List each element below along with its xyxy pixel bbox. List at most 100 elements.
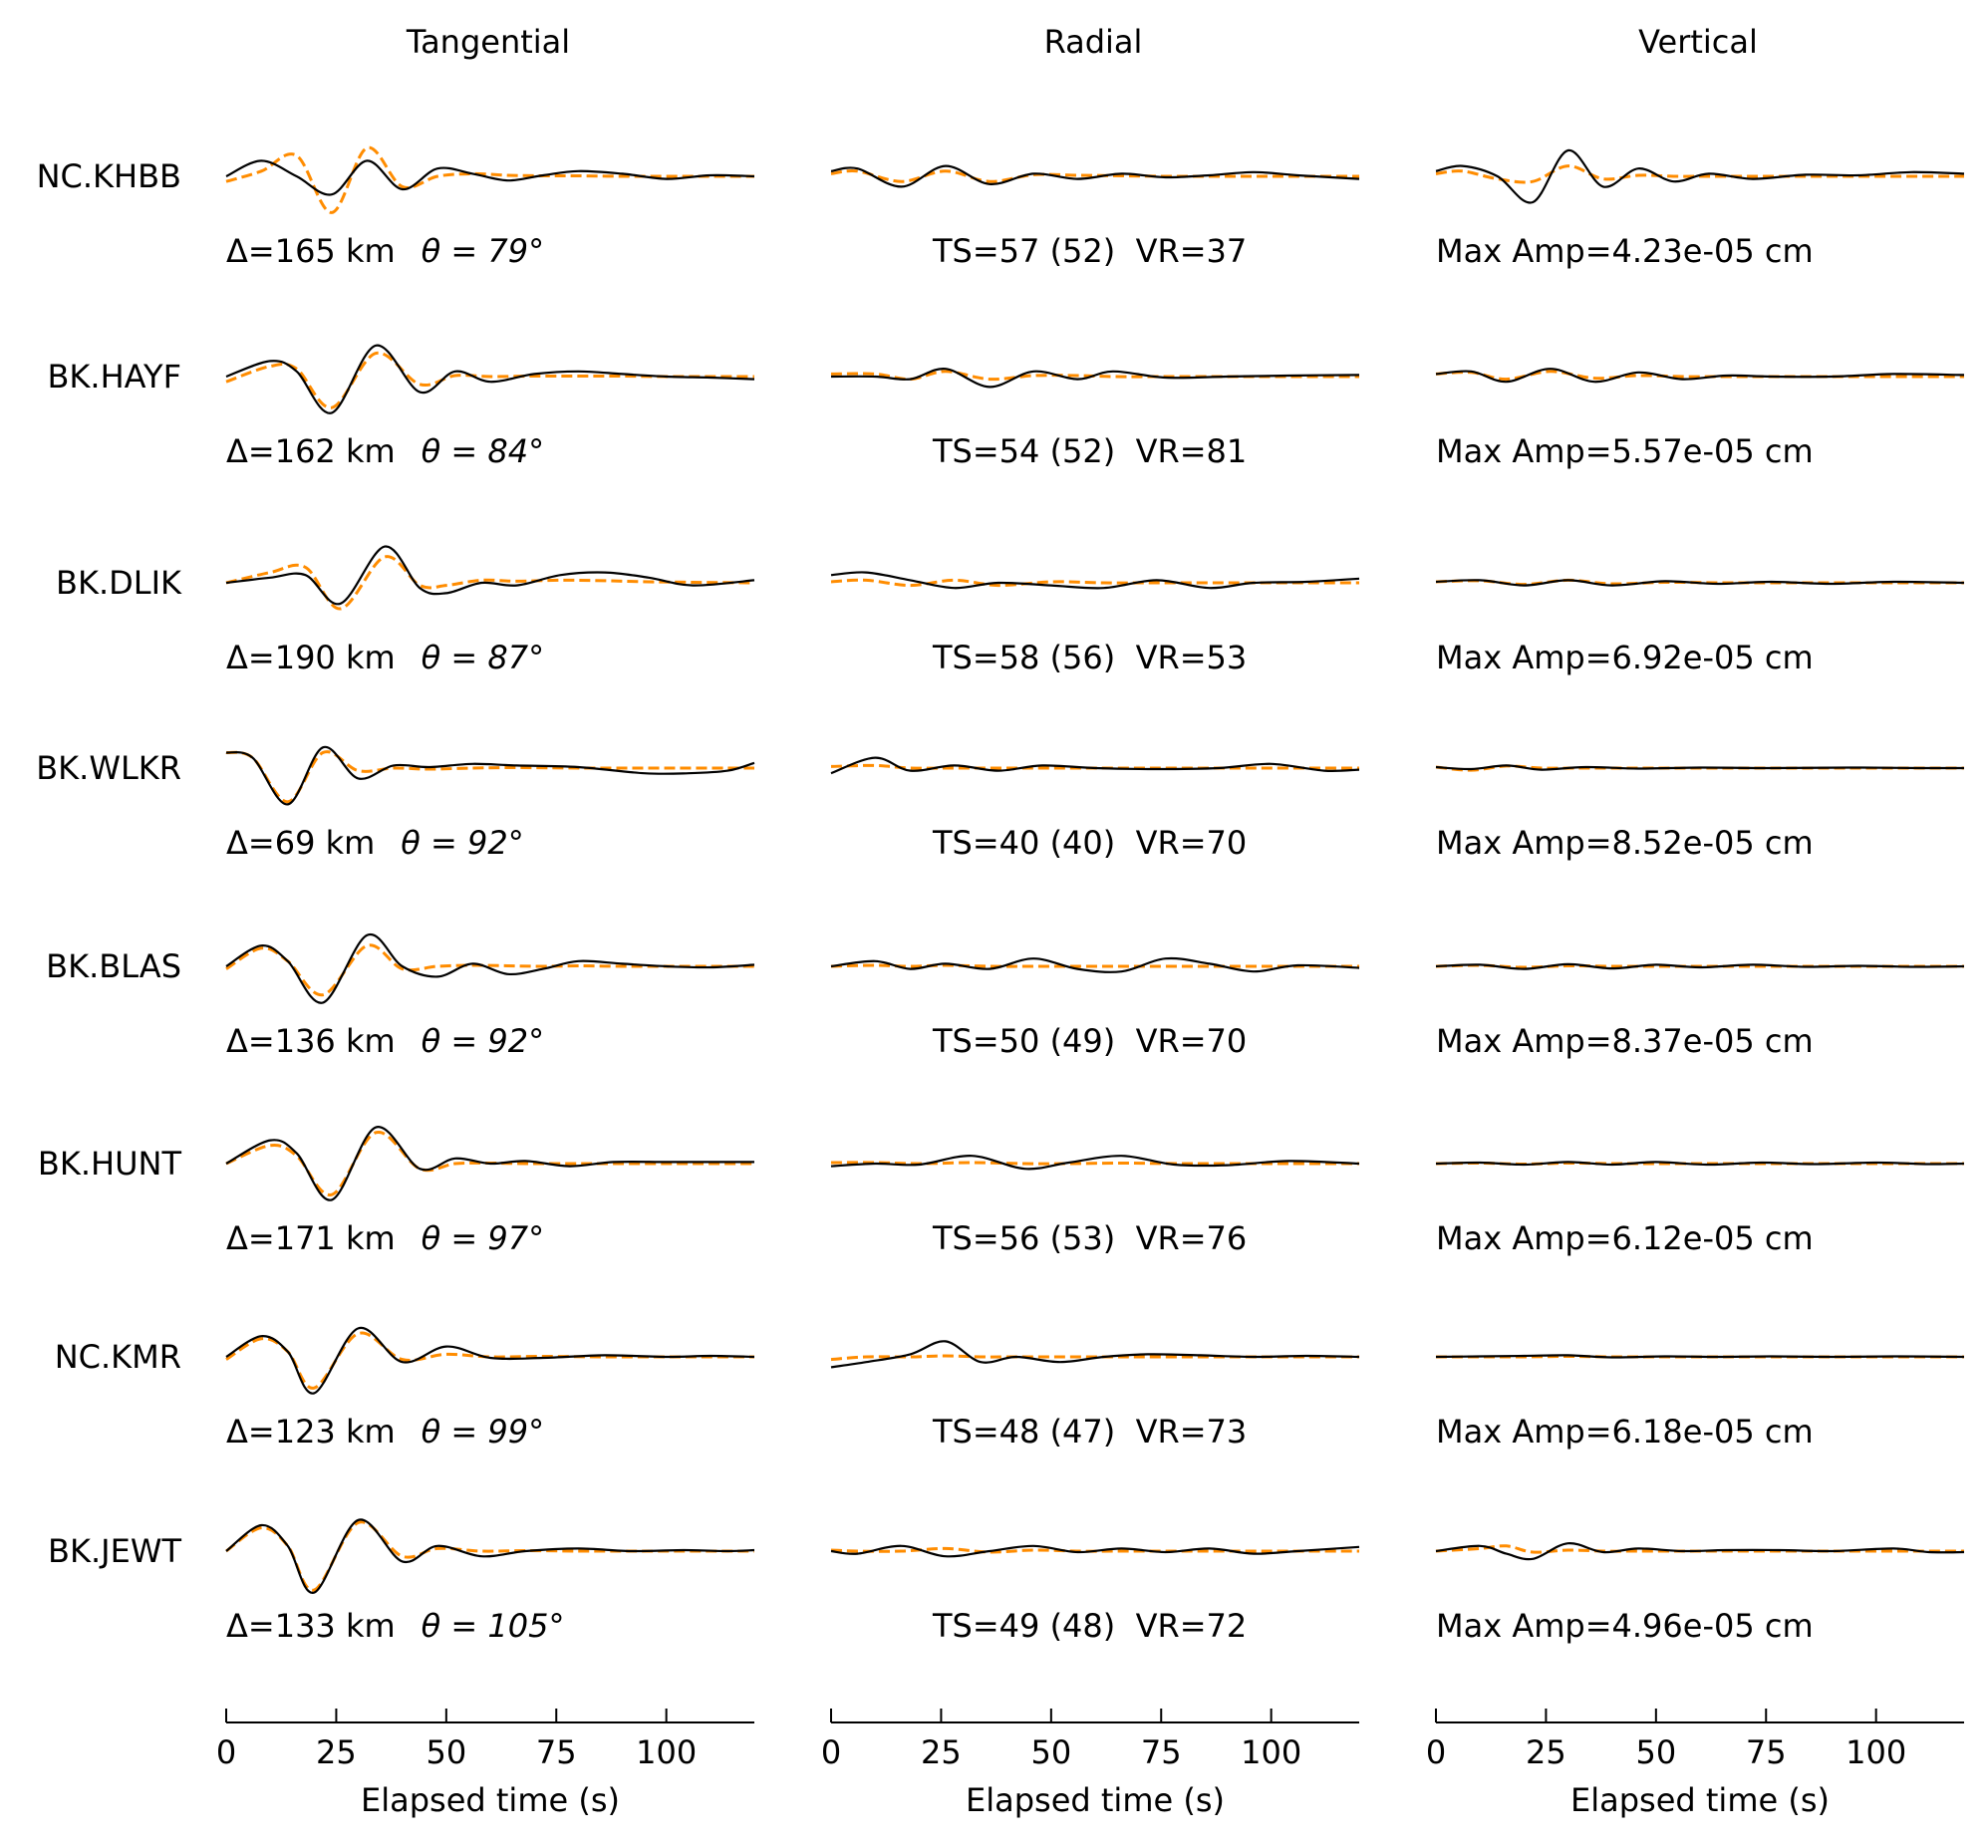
tick-label: 75 (536, 1733, 577, 1771)
station-label: NC.KMR (55, 1338, 181, 1376)
azimuth-label: θ = 87° (422, 639, 544, 676)
station-row: BK.HAYF Δ=162 km θ = 84° TS=54 (52) VR=81 Ma… (47, 344, 1965, 470)
azimuth-label: θ = 79° (422, 232, 544, 270)
station-row: BK.HUNT Δ=171 km θ = 97° TS=56 (53) VR=76 Ma… (38, 1126, 1965, 1257)
synthetic-trace-tangential (225, 352, 754, 409)
azimuth-label: θ = 99° (422, 1413, 544, 1451)
observed-trace-radial (830, 164, 1360, 188)
tick-label: 0 (216, 1733, 236, 1771)
station-row: BK.WLKR Δ=69 km θ = 92° TS=40 (40) VR=70 Max… (36, 746, 1965, 862)
observed-trace-vertical (1435, 368, 1965, 384)
max-amp-label: Max Amp=4.23e-05 cm (1436, 232, 1814, 270)
distance-azimuth-label: Δ=69 km θ = 92° (226, 824, 524, 862)
observed-trace-vertical (1435, 1161, 1965, 1167)
station-label: NC.KHBB (37, 157, 181, 195)
azimuth-label: θ = 97° (422, 1219, 544, 1257)
synthetic-trace-tangential (225, 750, 754, 804)
azimuth-label: θ = 105° (422, 1607, 565, 1645)
distance-azimuth-label: Δ=190 km θ = 87° (226, 639, 544, 676)
fit-label: TS=57 (52) VR=37 (932, 232, 1247, 270)
tick-label: 0 (821, 1733, 841, 1771)
synthetic-trace-radial (830, 169, 1359, 183)
tick-label: 100 (636, 1733, 697, 1771)
synthetic-trace-tangential (225, 555, 755, 611)
observed-trace-vertical (1435, 1354, 1965, 1359)
station-row: BK.BLAS Δ=136 km θ = 92° TS=50 (49) VR=70 Ma… (46, 933, 1965, 1060)
station-label: BK.DLIK (56, 564, 182, 602)
distance-label: Δ=136 km (226, 1022, 396, 1060)
max-amp-label: Max Amp=5.57e-05 cm (1436, 432, 1814, 470)
observed-trace-radial (830, 368, 1360, 389)
observed-trace-tangential (225, 344, 755, 414)
observed-trace-radial (830, 756, 1360, 775)
tick-label: 25 (921, 1733, 962, 1771)
tick-label: 50 (1635, 1733, 1676, 1771)
station-label: BK.JEWT (48, 1532, 181, 1570)
distance-label: Δ=190 km (226, 639, 396, 676)
x-axis-label: Elapsed time (s) (1570, 1781, 1830, 1819)
station-label: BK.WLKR (36, 749, 181, 787)
observed-trace-radial (830, 956, 1360, 973)
distance-label: Δ=69 km (226, 824, 375, 862)
fit-label: TS=58 (56) VR=53 (932, 639, 1247, 676)
column-title-radial: Radial (1044, 23, 1143, 61)
tick-label: 50 (1030, 1733, 1071, 1771)
observed-trace-vertical (1435, 1542, 1965, 1561)
x-axis-label: Elapsed time (s) (361, 1781, 620, 1819)
observed-trace-tangential (225, 159, 755, 196)
fit-label: TS=40 (40) VR=70 (932, 824, 1247, 862)
distance-azimuth-label: Δ=171 km θ = 97° (226, 1219, 544, 1257)
tick-label: 100 (1241, 1733, 1301, 1771)
synthetic-trace-radial (830, 578, 1359, 588)
tick-label: 0 (1426, 1733, 1446, 1771)
distance-label: Δ=133 km (226, 1607, 396, 1645)
distance-azimuth-label: Δ=123 km θ = 99° (226, 1413, 544, 1451)
observed-trace-tangential (225, 545, 755, 606)
x-axis-radial: 0 25 50 75 100 Elapsed time (s) (821, 1709, 1359, 1819)
fit-label: TS=49 (48) VR=72 (932, 1607, 1247, 1645)
observed-trace-tangential (225, 1326, 755, 1395)
station-row: BK.DLIK Δ=190 km θ = 87° TS=58 (56) VR=53 Ma… (56, 545, 1965, 676)
observed-trace-vertical (1435, 764, 1965, 771)
distance-azimuth-label: Δ=165 km θ = 79° (226, 232, 544, 270)
station-label: BK.HAYF (47, 358, 181, 396)
observed-trace-radial (830, 1340, 1360, 1369)
distance-label: Δ=165 km (226, 232, 396, 270)
time-axes: 0 25 50 75 100 Elapsed time (s) 0 25 50 75 100 Elap… (216, 1709, 1964, 1819)
synthetic-trace-radial (830, 963, 1359, 968)
max-amp-label: Max Amp=6.92e-05 cm (1436, 639, 1814, 676)
observed-trace-radial (830, 1155, 1360, 1171)
observed-trace-tangential (225, 746, 755, 806)
observed-trace-radial (830, 571, 1360, 590)
fit-label: TS=48 (47) VR=73 (932, 1413, 1247, 1451)
synthetic-trace-radial (830, 1161, 1359, 1166)
x-axis-tangential: 0 25 50 75 100 Elapsed time (s) (216, 1709, 754, 1819)
distance-azimuth-label: Δ=133 km θ = 105° (226, 1607, 564, 1645)
tick-label: 50 (426, 1733, 466, 1771)
synthetic-trace-vertical (1435, 1544, 1964, 1554)
observed-trace-vertical (1435, 148, 1965, 204)
observed-trace-vertical (1435, 579, 1965, 587)
observed-trace-tangential (225, 1518, 755, 1594)
max-amp-label: Max Amp=6.18e-05 cm (1436, 1413, 1814, 1451)
x-axis-label: Elapsed time (s) (966, 1781, 1225, 1819)
distance-label: Δ=162 km (226, 432, 396, 470)
observed-trace-tangential (225, 933, 755, 1004)
distance-label: Δ=123 km (226, 1413, 396, 1451)
max-amp-label: Max Amp=8.37e-05 cm (1436, 1022, 1814, 1060)
synthetic-trace-tangential (225, 145, 754, 214)
station-label: BK.HUNT (38, 1145, 182, 1183)
x-axis-vertical: 0 25 50 75 100 Elapsed time (s) (1426, 1709, 1964, 1819)
azimuth-label: θ = 92° (401, 824, 523, 862)
max-amp-label: Max Amp=8.52e-05 cm (1436, 824, 1814, 862)
synthetic-trace-tangential (225, 1331, 754, 1390)
station-label: BK.BLAS (46, 947, 181, 985)
max-amp-label: Max Amp=4.96e-05 cm (1436, 1607, 1814, 1645)
distance-azimuth-label: Δ=162 km θ = 84° (226, 432, 544, 470)
station-rows: NC.KHBB Δ=165 km θ = 79° TS=57 (52) VR=37 Ma… (36, 145, 1965, 1645)
column-title-vertical: Vertical (1638, 23, 1758, 61)
tick-label: 25 (1526, 1733, 1566, 1771)
observed-trace-radial (830, 1544, 1360, 1558)
fit-label: TS=54 (52) VR=81 (932, 432, 1247, 470)
